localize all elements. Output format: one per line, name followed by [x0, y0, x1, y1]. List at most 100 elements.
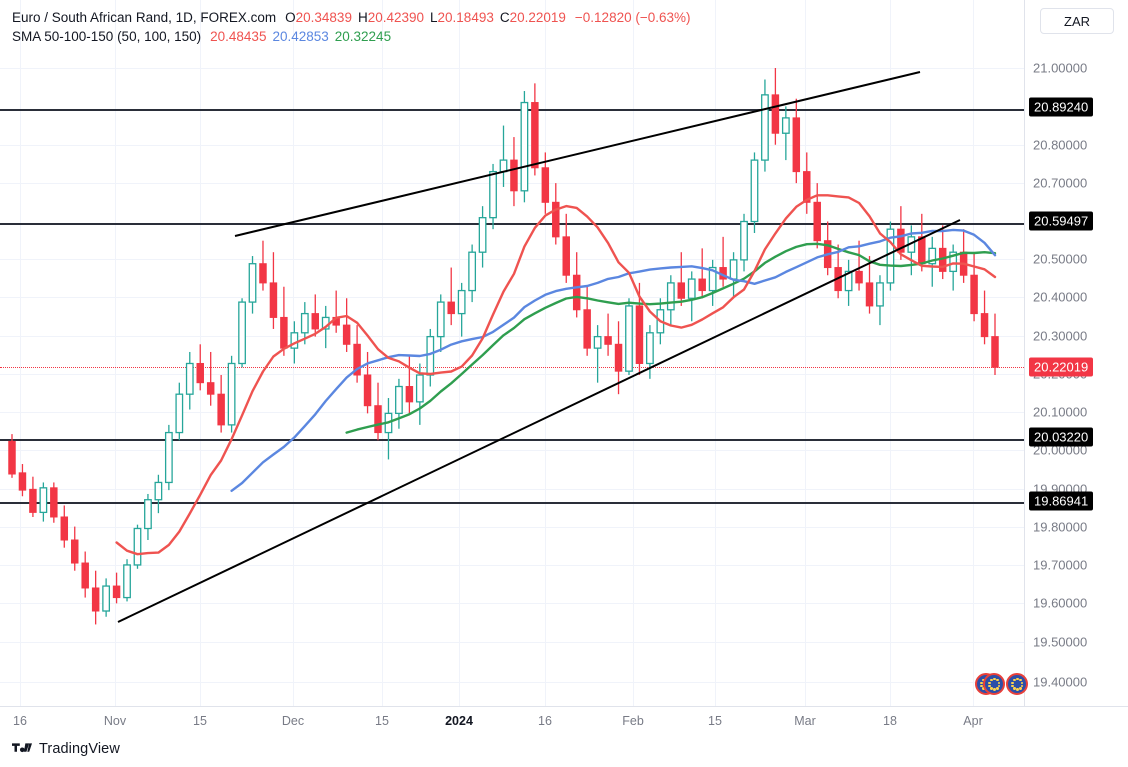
candle — [71, 526, 79, 571]
ma-line-sma100 — [230, 228, 997, 492]
legend-high-label: H — [357, 10, 368, 25]
time-axis-tick: 16 — [13, 714, 27, 728]
price-axis-tick: 20.80000 — [1033, 137, 1088, 153]
time-axis-tick: Mar — [794, 714, 816, 728]
price-level-line[interactable] — [0, 223, 1024, 225]
flag-star — [990, 687, 993, 690]
level-price-label[interactable]: 20.03220 — [1029, 427, 1094, 447]
candle — [175, 382, 184, 441]
candle — [259, 240, 267, 291]
price-level-line[interactable] — [0, 109, 1024, 111]
candle — [562, 213, 570, 283]
candle — [353, 325, 361, 383]
candle — [970, 252, 978, 322]
currency-badge[interactable]: ZAR — [1040, 8, 1114, 34]
candle — [457, 282, 466, 337]
candle — [708, 259, 717, 306]
price-axis[interactable]: 21.00000 20.80000 20.70000 20.50000 20.40000… — [1024, 0, 1128, 706]
legend-symbol-row[interactable]: Euro / South African Rand, 1D, FOREX.com… — [12, 8, 691, 27]
candle — [50, 482, 58, 523]
candle — [133, 524, 142, 569]
flag-star — [1013, 687, 1016, 690]
candle — [897, 206, 905, 260]
price-axis-tick: 20.50000 — [1033, 251, 1088, 267]
flag-star — [996, 687, 999, 690]
flag-star — [988, 681, 991, 684]
legend-indicator-row[interactable]: SMA 50-100-150 (50, 100, 150) 20.48435 20.… — [12, 27, 691, 46]
gridline-vertical — [890, 0, 891, 706]
ma-line-sma150 — [345, 242, 997, 434]
legend-close-label: C — [499, 10, 510, 25]
price-plot-area[interactable] — [0, 0, 1028, 706]
currency-label: ZAR — [1064, 13, 1090, 29]
price-axis-tick: 20.40000 — [1033, 289, 1088, 305]
ma-line-sma50 — [115, 194, 997, 556]
price-axis-tick: 20.10000 — [1033, 404, 1088, 420]
price-axis-tick: 20.30000 — [1033, 328, 1088, 344]
candle — [646, 325, 654, 379]
time-axis-tick: Nov — [103, 714, 127, 728]
candle — [886, 221, 895, 291]
legend-symbol[interactable]: Euro / South African Rand, 1D, FOREX.com — [12, 10, 277, 25]
level-price-label[interactable]: 20.89240 — [1029, 97, 1094, 117]
legend-sma50-value: 20.48435 — [210, 29, 267, 44]
flag-star — [1019, 687, 1022, 690]
candle — [478, 206, 487, 268]
gridline-horizontal — [0, 145, 1024, 146]
level-price-label[interactable]: 19.86941 — [1029, 491, 1094, 511]
legend-close-value: 20.22019 — [509, 10, 566, 25]
flag-star — [1011, 681, 1014, 684]
gridline-horizontal — [0, 603, 1024, 604]
gridline-horizontal — [0, 489, 1024, 490]
tradingview-mark-icon — [12, 742, 32, 752]
candle — [813, 183, 821, 249]
current-price-label[interactable]: 20.22019 — [1029, 357, 1094, 377]
legend-change: −0.12820 (−0.63%) — [574, 10, 691, 25]
time-axis-tick: Feb — [622, 714, 644, 728]
candle — [238, 298, 246, 368]
price-axis-tick: 19.70000 — [1033, 557, 1088, 573]
candle — [102, 578, 111, 617]
flag-star — [1011, 684, 1014, 688]
candle — [844, 259, 853, 306]
gridline-horizontal — [0, 642, 1024, 643]
flag-star — [980, 681, 983, 684]
candle — [81, 551, 89, 598]
price-level-line[interactable] — [0, 502, 1024, 504]
legend-sma150-value: 20.32245 — [334, 29, 392, 44]
time-axis-tick: 18 — [883, 714, 897, 728]
flag-star — [1013, 679, 1016, 682]
candle — [593, 325, 602, 383]
gridline-vertical — [115, 0, 116, 706]
time-axis[interactable]: 16 Nov 15 Dec 15 2024 16 Feb 15 Mar 18 Apr — [0, 706, 1128, 734]
candle — [761, 79, 769, 172]
gridline-vertical — [20, 0, 21, 706]
gridline-horizontal — [0, 412, 1024, 413]
flag-star — [993, 688, 996, 691]
legend-indicator-name[interactable]: SMA 50-100-150 (50, 100, 150) — [12, 29, 202, 44]
gridline-vertical — [293, 0, 294, 706]
price-axis-tick: 19.40000 — [1033, 674, 1088, 690]
tradingview-logo[interactable]: TradingView — [12, 741, 120, 757]
candle — [520, 91, 529, 203]
legend-low-value: 20.18493 — [437, 10, 494, 25]
candle — [248, 256, 257, 314]
eu-event-flag-icon-2[interactable] — [983, 673, 1005, 695]
trendline-upper-resistance[interactable] — [234, 71, 921, 237]
level-price-label[interactable]: 20.59497 — [1029, 211, 1094, 231]
price-level-line[interactable] — [0, 439, 1024, 441]
trendline-lower-support[interactable] — [117, 219, 961, 623]
eu-event-flag-icon-3[interactable] — [1006, 673, 1028, 695]
candle — [206, 351, 215, 406]
candle — [144, 493, 152, 541]
gridline-vertical — [633, 0, 634, 706]
price-axis-tick: 19.80000 — [1033, 519, 1088, 535]
candle — [217, 375, 225, 433]
candle — [687, 271, 696, 322]
candle — [227, 355, 236, 433]
gridline-horizontal — [0, 682, 1024, 683]
trendline-drawings[interactable] — [0, 0, 1024, 706]
price-level-line[interactable] — [0, 367, 1024, 368]
time-axis-tick: Dec — [281, 714, 305, 728]
flag-star — [996, 679, 999, 682]
